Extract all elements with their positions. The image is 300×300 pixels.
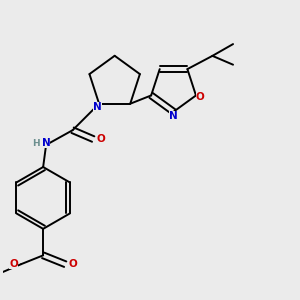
Text: H: H (32, 139, 40, 148)
Text: O: O (96, 134, 105, 144)
Text: N: N (42, 139, 50, 148)
Text: O: O (68, 259, 77, 269)
Text: O: O (196, 92, 205, 102)
Text: N: N (93, 102, 102, 112)
Text: N: N (169, 111, 178, 121)
Text: O: O (9, 259, 18, 269)
